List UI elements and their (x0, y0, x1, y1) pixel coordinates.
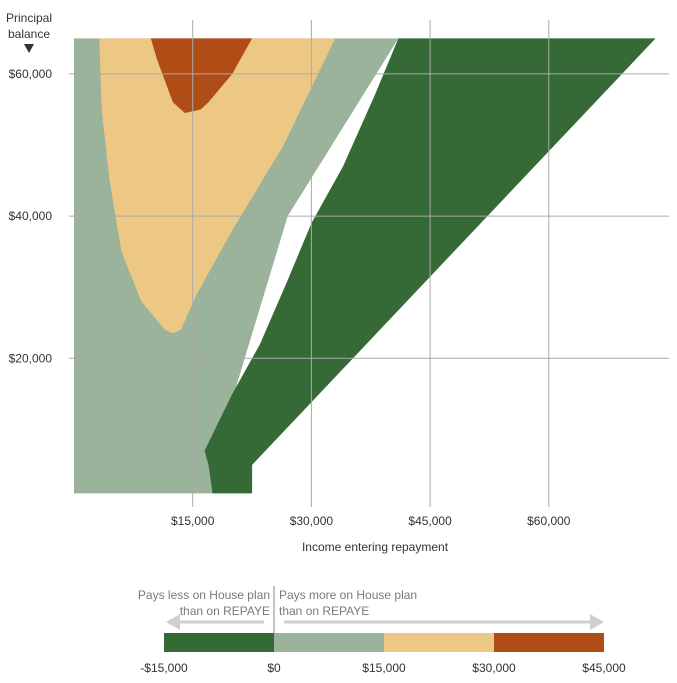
y-axis: $20,000 $40,000 $60,000 (9, 67, 53, 365)
legend-tick-label: $45,000 (582, 661, 626, 675)
legend-swatch-band_neg15_0 (164, 633, 274, 652)
x-tick-label: $45,000 (408, 514, 452, 528)
legend-right-caption-line1: Pays more on House plan (279, 588, 417, 602)
down-arrow-icon (24, 44, 34, 53)
x-axis: $15,000 $30,000 $45,000 $60,000 (171, 514, 571, 528)
y-axis-title-line1: Principal (6, 11, 52, 25)
legend-left-caption-line2: than on REPAYE (180, 604, 270, 618)
x-tick-label: $60,000 (527, 514, 571, 528)
legend-tick-label: -$15,000 (140, 661, 188, 675)
legend-swatch-band_30_45 (494, 633, 604, 652)
gridlines (69, 20, 669, 507)
x-tick-label: $30,000 (290, 514, 334, 528)
legend-tick-label: $0 (267, 661, 281, 675)
legend-swatch-band_15_30 (384, 633, 494, 652)
legend-arrow-right-icon (284, 614, 604, 630)
y-tick-label: $20,000 (9, 351, 53, 365)
region-band_15_30 (99, 38, 336, 334)
legend-arrow-left-icon (166, 614, 264, 630)
y-axis-title-line2: balance (8, 27, 50, 41)
legend-tick-label: $30,000 (472, 661, 516, 675)
x-axis-title: Income entering repayment (302, 540, 449, 554)
y-tick-label: $60,000 (9, 67, 53, 81)
heatmap-regions (74, 38, 656, 494)
legend-left-caption-line1: Pays less on House plan (138, 588, 270, 602)
legend: Pays less on House plan than on REPAYE P… (138, 586, 626, 675)
x-tick-label: $15,000 (171, 514, 215, 528)
legend-tick-label: $15,000 (362, 661, 406, 675)
y-tick-label: $40,000 (9, 209, 53, 223)
legend-right-caption-line2: than on REPAYE (279, 604, 369, 618)
legend-swatch-band_0_15 (274, 633, 384, 652)
region-band_30_45 (150, 38, 253, 113)
